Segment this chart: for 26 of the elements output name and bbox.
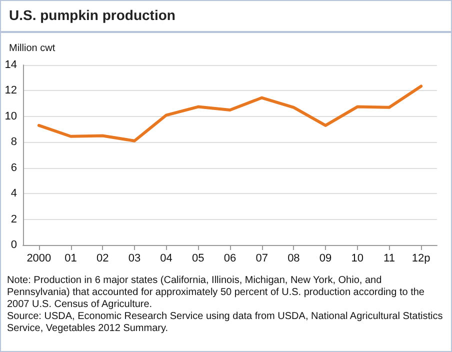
x-tick-label: 07 bbox=[256, 252, 268, 264]
y-tick-label: 0 bbox=[10, 239, 17, 251]
chart-title: U.S. pumpkin production bbox=[9, 7, 176, 23]
x-tick-label: 10 bbox=[351, 252, 364, 264]
y-tick-label: 10 bbox=[4, 110, 17, 122]
y-tick-label: 4 bbox=[10, 188, 17, 200]
x-tick-label: 05 bbox=[192, 252, 204, 264]
y-tick-label: 12 bbox=[4, 84, 17, 97]
x-tick-label: 06 bbox=[224, 252, 236, 264]
x-tick-label: 08 bbox=[288, 252, 300, 264]
x-tick-label: 11 bbox=[384, 252, 395, 264]
x-tick-label: 2000 bbox=[26, 252, 52, 264]
x-tick-label: 04 bbox=[160, 252, 172, 264]
x-tick-label: 01 bbox=[64, 252, 77, 264]
text: Note: Production in 6 major states (California, Illinois, Michigan, New York, Ohio, and Pennsylvania) that accounted for approximately 50 percent of U.S. production according to the 2007 U.S. Census of Agriculture. bbox=[7, 275, 426, 311]
y-tick-label: 6 bbox=[10, 162, 17, 174]
y-tick-label: 2 bbox=[10, 213, 17, 226]
line-series bbox=[37, 84, 423, 142]
x-tick-label: 12p bbox=[412, 252, 430, 264]
x-tick-label: 02 bbox=[96, 252, 109, 264]
x-tick-label: 03 bbox=[128, 252, 141, 264]
x-tick-label: 09 bbox=[319, 252, 332, 264]
y-tick-label: 8 bbox=[10, 136, 17, 148]
source-note: Source: USDA, Economic Research Service using data from USDA, National Agricultural Statistics Service, Vegetables 2012 Summary. bbox=[7, 311, 444, 335]
y-tick-label: 14 bbox=[4, 59, 17, 71]
y-axis-title: Million cwt bbox=[9, 43, 56, 54]
